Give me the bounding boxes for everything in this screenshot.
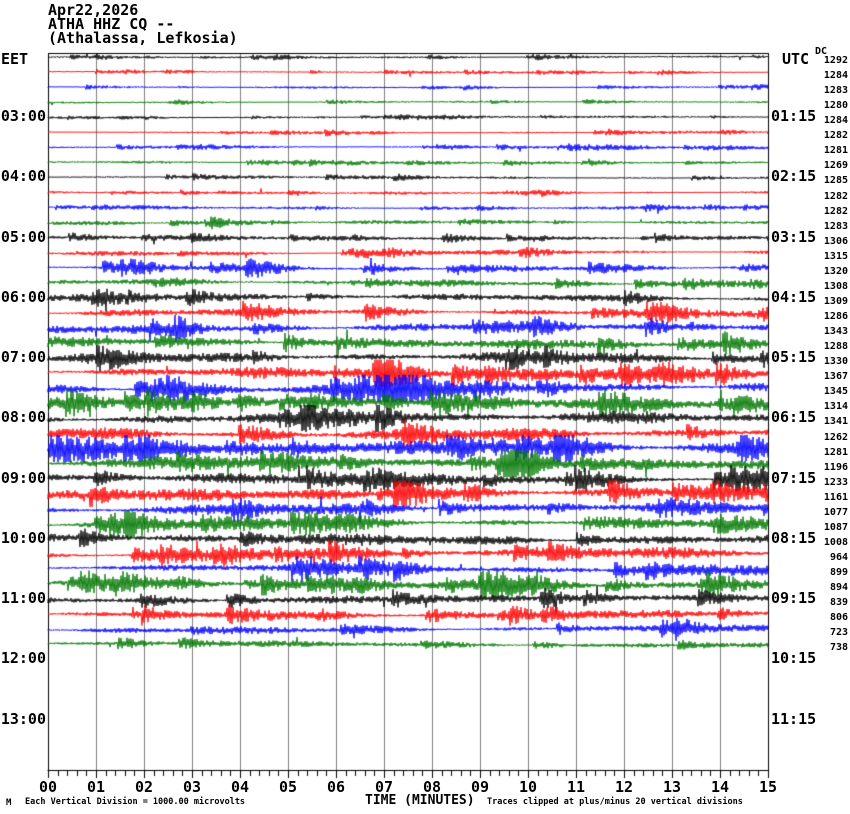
- hour-label-eet: 04:00: [0, 167, 46, 186]
- dc-value: 1308: [823, 280, 848, 292]
- hour-label-utc: 06:15: [771, 408, 817, 427]
- dc-value: 1280: [823, 100, 848, 112]
- axis-minute-label: 02: [134, 778, 154, 796]
- left-timezone-label: EET: [1, 50, 29, 68]
- header-location: (Athalassa, Lefkosia): [48, 29, 238, 47]
- axis-minute-label: 03: [182, 778, 202, 796]
- hour-label-eet: 06:00: [0, 287, 46, 306]
- hour-label-eet: 05:00: [0, 227, 46, 246]
- hour-label-eet: 13:00: [0, 709, 46, 728]
- axis-minute-label: 07: [374, 778, 394, 796]
- dc-value: 1281: [823, 446, 848, 458]
- axis-minute-label: 14: [710, 778, 730, 796]
- axis-minute-label: 00: [38, 778, 58, 796]
- hour-label-eet: 12:00: [0, 649, 46, 668]
- dc-value: 1343: [823, 326, 848, 338]
- dc-value: 1283: [823, 85, 848, 97]
- dc-value: 1269: [823, 160, 848, 172]
- dc-value: 1196: [823, 461, 848, 473]
- x-axis-title: TIME (MINUTES): [365, 793, 475, 808]
- dc-value: 964: [829, 551, 848, 563]
- dc-value: 806: [829, 612, 848, 624]
- hour-label-eet: 11:00: [0, 589, 46, 608]
- axis-minute-label: 09: [470, 778, 490, 796]
- dc-value: 1282: [823, 205, 848, 217]
- dc-value: 899: [829, 567, 848, 579]
- hour-label-eet: 03:00: [0, 107, 46, 126]
- dc-value: 1306: [823, 235, 848, 247]
- watermark: M: [6, 798, 12, 808]
- dc-value: 1285: [823, 175, 848, 187]
- dc-value: 1282: [823, 190, 848, 202]
- dc-value: 1283: [823, 220, 848, 232]
- axis-minute-label: 04: [230, 778, 250, 796]
- dc-value: 1286: [823, 311, 848, 323]
- dc-value: 1262: [823, 431, 848, 443]
- dc-value: 1288: [823, 341, 848, 353]
- dc-value: 1314: [823, 401, 848, 413]
- dc-value: 1008: [823, 536, 848, 548]
- dc-column-label: DC: [815, 46, 828, 57]
- dc-value: 1233: [823, 476, 848, 488]
- dc-value: 1077: [823, 506, 848, 518]
- axis-minute-label: 01: [86, 778, 106, 796]
- dc-value: 1330: [823, 356, 848, 368]
- axis-minute-label: 11: [566, 778, 586, 796]
- hour-label-utc: 08:15: [771, 528, 817, 547]
- hour-label-utc: 05:15: [771, 348, 817, 367]
- hour-label-utc: 07:15: [771, 468, 817, 487]
- hour-label-eet: 10:00: [0, 528, 46, 547]
- hour-label-utc: 02:15: [771, 167, 817, 186]
- hour-label-utc: 01:15: [771, 107, 817, 126]
- dc-value: 1161: [823, 491, 848, 503]
- hour-label-utc: 03:15: [771, 227, 817, 246]
- dc-value: 1282: [823, 130, 848, 142]
- hour-label-utc: 04:15: [771, 287, 817, 306]
- hour-label-utc: 10:15: [771, 649, 817, 668]
- header-station: ATHA HHZ CQ --: [48, 15, 175, 33]
- hour-label-eet: 07:00: [0, 348, 46, 367]
- axis-minute-label: 15: [758, 778, 778, 796]
- dc-value: 723: [829, 627, 848, 639]
- axis-minute-label: 06: [326, 778, 346, 796]
- dc-value: 839: [829, 597, 848, 609]
- clip-note: Traces clipped at plus/minus 20 vertical…: [487, 797, 743, 807]
- header-date: Apr22,2026: [48, 1, 139, 19]
- right-timezone-label: UTC: [782, 50, 810, 68]
- axis-minute-label: 10: [518, 778, 538, 796]
- dc-value: 1341: [823, 416, 848, 428]
- axis-minute-label: 13: [662, 778, 682, 796]
- hour-label-utc: 09:15: [771, 589, 817, 608]
- axis-minute-label: 08: [422, 778, 442, 796]
- dc-value: 1315: [823, 250, 848, 262]
- dc-value: 1345: [823, 386, 848, 398]
- dc-value: 894: [829, 582, 848, 594]
- axis-minute-label: 12: [614, 778, 634, 796]
- dc-value: 1367: [823, 371, 848, 383]
- hour-label-eet: 09:00: [0, 468, 46, 487]
- dc-value: 1284: [823, 115, 848, 127]
- hour-label-eet: 08:00: [0, 408, 46, 427]
- dc-value: 1281: [823, 145, 848, 157]
- dc-value: 1320: [823, 265, 848, 277]
- dc-value: 1292: [823, 55, 848, 66]
- dc-value: 1284: [823, 70, 848, 82]
- hour-label-utc: 11:15: [771, 709, 817, 728]
- dc-value: 1309: [823, 295, 848, 307]
- axis-minute-label: 05: [278, 778, 298, 796]
- dc-value: 738: [829, 642, 848, 654]
- scale-note: Each Vertical Division = 1000.00 microvo…: [25, 797, 246, 807]
- dc-value: 1087: [823, 521, 848, 533]
